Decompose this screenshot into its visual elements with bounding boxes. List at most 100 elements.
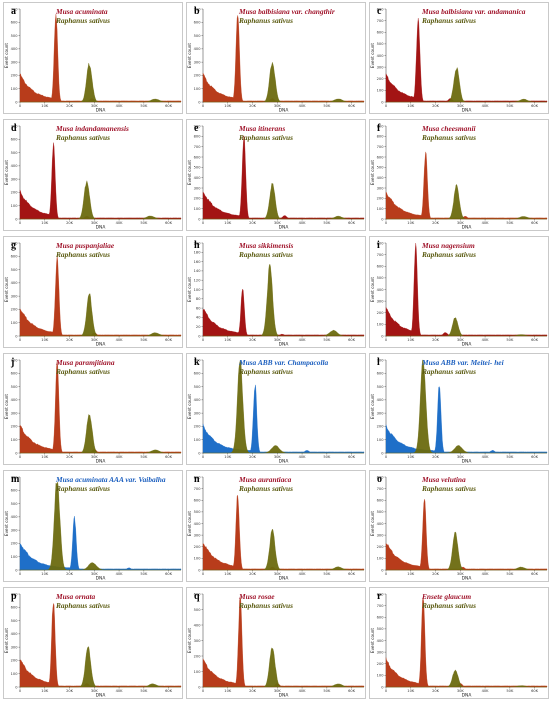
reference-histogram bbox=[386, 184, 547, 220]
x-axis-label: DNA bbox=[279, 225, 289, 231]
reference-histogram bbox=[203, 183, 364, 220]
y-tick-label: 700 bbox=[377, 358, 385, 362]
x-tick-label: 50K bbox=[506, 221, 514, 225]
y-tick-label: 800 bbox=[377, 475, 385, 479]
histogram-svg-e: 0 100 200 300 400 500 600 700 800 900 0 10K 20K 30K 40… bbox=[187, 124, 365, 231]
x-tick-label: 30K bbox=[457, 221, 465, 225]
histogram-panel-o: 0 100 200 300 400 500 600 700 800 0 10K 20K 30K 40K 50… bbox=[369, 470, 549, 582]
species-label: Musa balbisiana var. changthir Raphanus s… bbox=[239, 7, 359, 25]
x-tick-label: 30K bbox=[91, 104, 99, 108]
y-tick-label: 200 bbox=[194, 654, 202, 658]
y-axis-label: Event count bbox=[4, 511, 9, 536]
y-tick-label: 700 bbox=[377, 253, 385, 257]
y-tick-label: 400 bbox=[11, 515, 19, 519]
y-tick-label: 100 bbox=[377, 674, 385, 678]
x-tick-label: 40K bbox=[299, 221, 307, 225]
y-tick-label: 0 bbox=[15, 217, 18, 221]
y-tick-label: 800 bbox=[194, 135, 202, 139]
x-tick-label: 10K bbox=[41, 104, 49, 108]
sample-species-name: Musa rosae bbox=[239, 592, 275, 601]
x-tick-label: 50K bbox=[323, 689, 331, 693]
y-tick-label: 400 bbox=[11, 632, 19, 636]
x-tick-label: 0 bbox=[202, 689, 205, 693]
histogram-panel-p: 0 100 200 300 400 500 600 700 0 10K 20K 30K 40K 50K 60… bbox=[3, 587, 183, 699]
panel-letter: j bbox=[11, 357, 15, 368]
sample-species-name: Musa indandamanensis bbox=[56, 124, 129, 133]
y-tick-label: 700 bbox=[377, 145, 385, 149]
reference-species-name: Raphanus sativus bbox=[239, 250, 294, 259]
sample-species-name: Musa acuminata AAA var. Vaibalha bbox=[56, 475, 166, 484]
histogram-svg-f: 0 100 200 300 400 500 600 700 800 900 0 10K 20K 30K 40… bbox=[370, 124, 548, 230]
panel-letter: d bbox=[11, 123, 17, 134]
x-tick-label: 60K bbox=[165, 689, 173, 693]
y-tick-label: 300 bbox=[11, 294, 19, 298]
x-tick-label: 0 bbox=[202, 572, 205, 576]
x-tick-label: 60K bbox=[531, 572, 539, 576]
y-axis-label: Event count bbox=[370, 43, 375, 68]
histogram-panel-i: 0 100 200 300 400 500 600 700 800 0 10K 20K 30K 40K 50… bbox=[369, 236, 549, 348]
y-tick-label: 20 bbox=[196, 325, 201, 329]
x-tick-label: 50K bbox=[323, 338, 331, 342]
y-tick-label: 600 bbox=[377, 155, 385, 159]
y-tick-label: 500 bbox=[11, 268, 19, 272]
histogram-svg-p: 0 100 200 300 400 500 600 700 0 10K 20K 30K 40K 50K 60… bbox=[4, 592, 182, 698]
y-tick-label: 200 bbox=[194, 197, 202, 201]
y-tick-label: 100 bbox=[194, 557, 202, 561]
x-tick-label: 0 bbox=[19, 455, 22, 459]
sample-histogram bbox=[385, 386, 548, 454]
x-tick-label: 0 bbox=[385, 689, 388, 693]
sample-histogram bbox=[202, 597, 365, 688]
histogram-svg-c: 0 100 200 300 400 500 600 700 800 0 10K 20K 30K 40K 50… bbox=[370, 7, 548, 113]
reference-species-name: Raphanus sativus bbox=[56, 367, 111, 376]
y-axis-label: Event count bbox=[4, 628, 9, 653]
y-tick-label: 160 bbox=[194, 260, 202, 264]
x-tick-label: 0 bbox=[385, 455, 388, 459]
reference-histogram bbox=[20, 180, 181, 220]
x-tick-label: 50K bbox=[140, 104, 148, 108]
histogram-svg-m: 0 100 200 300 400 500 600 700 0 10K 20K 30K 40K 50K 60… bbox=[4, 475, 182, 581]
y-tick-label: 120 bbox=[194, 279, 202, 283]
y-tick-label: 0 bbox=[381, 100, 384, 104]
histogram-svg-g: 0 100 200 300 400 500 600 700 0 10K 20K 30K 40K 50K 60… bbox=[4, 241, 182, 347]
y-tick-label: 100 bbox=[11, 204, 19, 208]
y-tick-label: 180 bbox=[194, 251, 202, 255]
reference-species-name: Raphanus sativus bbox=[422, 601, 477, 610]
y-tick-label: 400 bbox=[11, 281, 19, 285]
x-tick-label: 0 bbox=[385, 104, 388, 108]
y-tick-label: 100 bbox=[377, 438, 385, 442]
x-axis-label: DNA bbox=[279, 693, 289, 699]
histogram-svg-d: 0 100 200 300 400 500 600 700 0 10K 20K 30K 40K 50K 60… bbox=[4, 124, 182, 230]
y-tick-label: 600 bbox=[11, 489, 19, 493]
y-tick-label: 300 bbox=[194, 60, 202, 64]
y-tick-label: 100 bbox=[194, 438, 202, 442]
sample-histogram bbox=[19, 255, 182, 337]
histogram-svg-r: 0 100 200 300 400 500 600 700 800 0 10K 20K 30K 40K 50… bbox=[370, 592, 548, 698]
reference-histogram bbox=[386, 531, 547, 571]
reference-histogram bbox=[203, 528, 364, 571]
panel-letter: r bbox=[377, 591, 382, 602]
histogram-panel-a: 0 100 200 300 400 500 600 700 0 10K 20K 30K 40K 50K 60… bbox=[3, 2, 183, 114]
y-tick-label: 700 bbox=[194, 7, 202, 11]
y-tick-label: 200 bbox=[11, 542, 19, 546]
sample-species-name: Musa itinerans bbox=[239, 124, 286, 133]
y-tick-label: 500 bbox=[194, 166, 202, 170]
y-axis-label: Event count bbox=[4, 277, 9, 302]
reference-species-name: Raphanus sativus bbox=[422, 250, 477, 259]
x-tick-label: 30K bbox=[274, 338, 282, 342]
sample-species-name: Musa nagensium bbox=[422, 241, 475, 250]
y-tick-label: 500 bbox=[11, 619, 19, 623]
x-tick-label: 50K bbox=[323, 221, 331, 225]
y-tick-label: 300 bbox=[194, 411, 202, 415]
reference-species-name: Raphanus sativus bbox=[239, 367, 294, 376]
y-tick-label: 700 bbox=[194, 145, 202, 149]
reference-histogram bbox=[386, 359, 547, 454]
y-tick-label: 500 bbox=[194, 34, 202, 38]
y-tick-label: 600 bbox=[11, 21, 19, 25]
reference-species-name: Raphanus sativus bbox=[239, 16, 294, 25]
histogram-panel-d: 0 100 200 300 400 500 600 700 0 10K 20K 30K 40K 50K 60… bbox=[3, 119, 183, 231]
x-tick-label: 30K bbox=[274, 689, 282, 693]
x-tick-label: 50K bbox=[506, 338, 514, 342]
species-label: Musa indandamanensis Raphanus sativus bbox=[56, 124, 176, 142]
y-tick-label: 400 bbox=[194, 176, 202, 180]
x-tick-label: 40K bbox=[116, 572, 124, 576]
